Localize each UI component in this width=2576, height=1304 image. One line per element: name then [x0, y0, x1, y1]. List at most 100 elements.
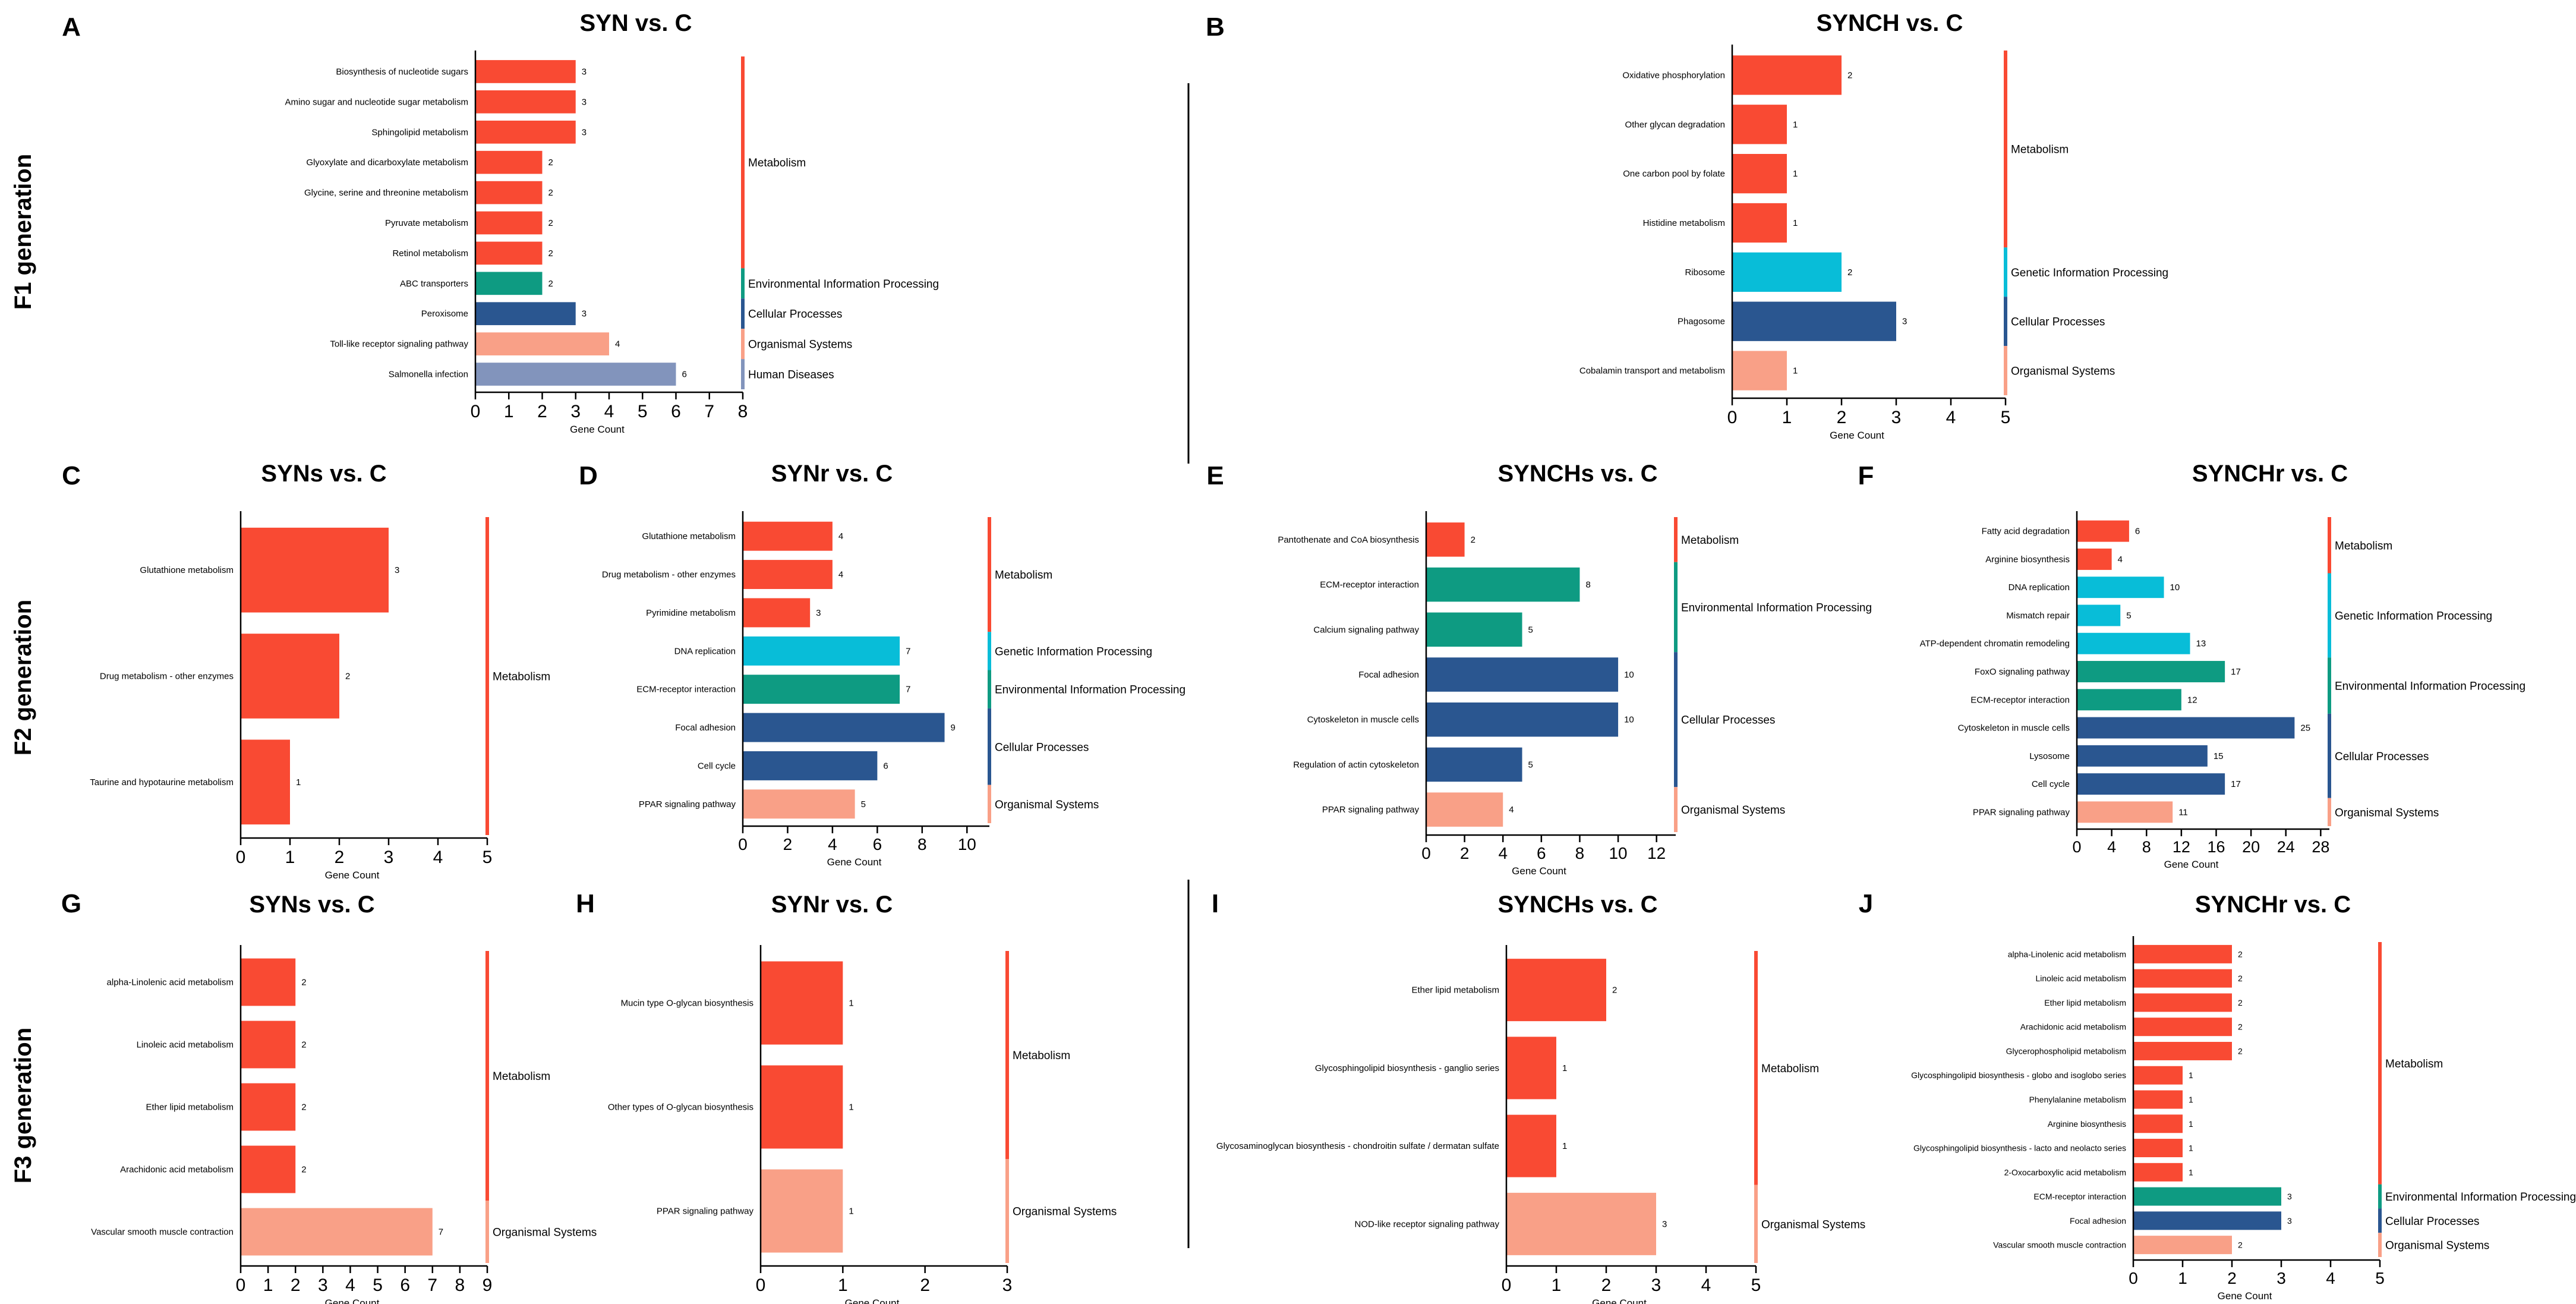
x-tick-label: 5: [2375, 1269, 2385, 1287]
category-label: PPAR signaling pathway: [639, 799, 736, 810]
x-tick-label: 12: [2173, 838, 2190, 856]
category-label: Glutathione metabolism: [642, 531, 736, 541]
data-label: 1: [849, 1103, 853, 1113]
panel-title: SYNr vs. C: [771, 461, 893, 487]
x-tick-label: 3: [384, 848, 394, 867]
x-axis-label: Gene Count: [570, 424, 625, 435]
x-tick-label: 8: [738, 402, 748, 421]
category-label: ECM-receptor interaction: [2033, 1192, 2126, 1201]
panel-letter: J: [1859, 889, 1873, 918]
data-label: 1: [1793, 218, 1798, 228]
bar: [2133, 1066, 2183, 1085]
category-label: Histidine metabolism: [1643, 218, 1725, 228]
data-label: 2: [548, 188, 553, 198]
data-label: 10: [1624, 670, 1634, 680]
x-axis-label: Gene Count: [325, 870, 380, 881]
category-label: Arginine biosynthesis: [2048, 1119, 2126, 1129]
data-label: 1: [2189, 1119, 2193, 1129]
x-tick-label: 1: [1552, 1275, 1562, 1295]
class-label: Metabolism: [1013, 1050, 1070, 1062]
category-label: Fatty acid degradation: [1982, 527, 2070, 537]
x-tick-label: 16: [2207, 838, 2225, 856]
bar: [2077, 801, 2173, 823]
panel-f: F SYNCHr vs. C 6 Fatty acid degradation 4 Arg…: [1858, 461, 2525, 870]
x-tick-label: 1: [285, 848, 295, 867]
class-label: Genetic Information Processing: [995, 645, 1152, 658]
x-tick-label: 6: [400, 1275, 410, 1295]
data-label: 3: [2287, 1216, 2292, 1226]
bar: [241, 739, 290, 825]
class-label: Organismal Systems: [1681, 804, 1785, 817]
bar: [2077, 689, 2181, 711]
bar: [2077, 548, 2112, 570]
bar: [2133, 1139, 2183, 1158]
data-label: 3: [582, 97, 587, 107]
data-label: 2: [301, 1103, 306, 1113]
data-label: 3: [1902, 317, 1907, 327]
bar: [2077, 604, 2121, 626]
category-label: Linoleic acid metabolism: [137, 1040, 234, 1050]
bar: [241, 1083, 296, 1131]
category-label: Pantothenate and CoA biosynthesis: [1278, 535, 1419, 545]
panel-letter: A: [62, 12, 81, 42]
category-label: Amino sugar and nucleotide sugar metabol…: [285, 97, 468, 107]
x-tick-label: 9: [483, 1275, 493, 1295]
x-tick-label: 6: [873, 835, 882, 853]
panel-title: SYNr vs. C: [771, 892, 893, 918]
x-tick-label: 3: [570, 402, 581, 421]
bar: [1426, 657, 1619, 692]
category-label: Taurine and hypotaurine metabolism: [90, 777, 234, 788]
x-tick-label: 2: [1837, 408, 1847, 427]
data-label: 3: [395, 565, 399, 575]
bar: [475, 332, 609, 355]
category-label: Ether lipid metabolism: [2044, 998, 2126, 1007]
x-axis-label: Gene Count: [2218, 1290, 2272, 1302]
category-label: Glycosaminoglycan biosynthesis - chondro…: [1216, 1141, 1499, 1151]
bar: [475, 302, 576, 326]
category-label: Linoleic acid metabolism: [2035, 974, 2126, 983]
class-label: Organismal Systems: [748, 339, 852, 351]
x-tick-label: 4: [433, 848, 443, 867]
class-label: Environmental Information Processing: [1681, 601, 1872, 614]
bar: [475, 120, 576, 144]
x-tick-label: 4: [1498, 844, 1508, 862]
panel-title: SYNs vs. C: [249, 892, 374, 918]
bar: [2133, 1211, 2281, 1230]
data-label: 3: [2287, 1192, 2292, 1201]
category-label: Sphingolipid metabolism: [371, 127, 468, 137]
bar: [1426, 747, 1522, 782]
x-tick-label: 8: [2142, 838, 2151, 856]
class-label: Metabolism: [493, 671, 550, 684]
bar: [241, 527, 389, 613]
category-label: Other glycan degradation: [1625, 119, 1725, 130]
class-label: Cellular Processes: [1681, 714, 1775, 727]
panel-title: SYN vs. C: [580, 10, 692, 36]
bar: [761, 1065, 843, 1149]
x-tick-label: 2: [335, 848, 345, 867]
x-tick-label: 3: [2277, 1269, 2286, 1287]
data-label: 6: [2135, 527, 2140, 537]
panel-title: SYNCHs vs. C: [1498, 892, 1658, 918]
data-label: 1: [296, 777, 301, 788]
x-tick-label: 1: [2178, 1269, 2187, 1287]
x-tick-label: 10: [1609, 844, 1627, 862]
bar: [743, 675, 900, 704]
bar: [241, 634, 339, 719]
bar: [2077, 577, 2164, 599]
data-label: 2: [2238, 998, 2243, 1007]
class-label: Environmental Information Processing: [748, 278, 939, 291]
category-label: ECM-receptor interaction: [636, 685, 736, 695]
class-label: Environmental Information Processing: [2335, 681, 2525, 693]
category-label: DNA replication: [674, 646, 736, 656]
category-label: Glycosphingolipid biosynthesis - lacto a…: [1913, 1144, 2126, 1153]
bar: [475, 272, 543, 295]
category-label: DNA replication: [2009, 582, 2070, 593]
data-label: 2: [301, 1040, 306, 1050]
data-label: 17: [2231, 779, 2241, 789]
category-label: Cell cycle: [698, 761, 736, 771]
x-tick-label: 10: [958, 835, 976, 853]
data-label: 1: [2189, 1144, 2193, 1153]
x-tick-label: 2: [783, 835, 793, 853]
x-tick-label: 1: [504, 402, 514, 421]
